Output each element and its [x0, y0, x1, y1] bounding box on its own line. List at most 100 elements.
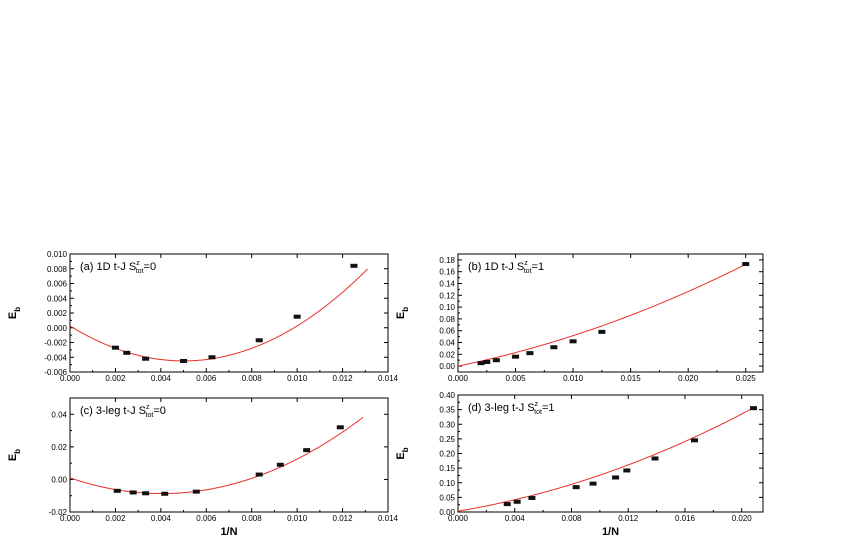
y-tick-label: 0.40	[439, 391, 455, 400]
data-point	[350, 263, 358, 268]
y-tick-label: -0.006	[44, 368, 67, 377]
y-tick-label: 0.010	[47, 250, 68, 259]
y-tick-label: 0.02	[439, 350, 455, 359]
y-tick-label: 0.20	[439, 450, 455, 459]
y-tick-label: 0.18	[439, 256, 455, 265]
data-point	[569, 339, 577, 344]
data-point	[651, 456, 659, 461]
data-point	[598, 329, 606, 334]
y-tick-label: -0.004	[44, 353, 67, 362]
x-tick-label: 0.000	[448, 514, 469, 523]
data-point	[513, 499, 521, 504]
panel-label: (d) 3-leg t-J Sz tot=1	[468, 401, 554, 416]
x-tick-label: 0.012	[618, 514, 639, 523]
x-tick-label: 0.016	[675, 514, 696, 523]
data-point	[528, 495, 536, 500]
y-tick-label: -0.02	[49, 508, 68, 517]
data-point	[477, 361, 485, 366]
x-axis-title: 1/N	[602, 526, 619, 538]
x-tick-label: 0.012	[333, 514, 354, 523]
x-tick-label: 0.000	[60, 374, 81, 383]
y-axis-title: Eb	[7, 449, 22, 461]
panel-d: 0.000 0.004 0.008 0.012 0.016 0.020 0.00 0.05 0.…	[395, 391, 764, 538]
data-point	[526, 351, 534, 356]
data-point	[483, 359, 491, 364]
y-tick-label: 0.000	[47, 324, 68, 333]
x-tick-label: 0.002	[105, 374, 126, 383]
data-point	[742, 262, 750, 267]
x-tick-label: 0.010	[287, 374, 308, 383]
y-tick-label: 0.04	[51, 410, 67, 419]
data-point	[255, 338, 263, 343]
data-point	[111, 345, 119, 350]
data-point	[623, 468, 631, 473]
fit-curve	[458, 407, 754, 512]
y-tick-label: 0.004	[47, 294, 68, 303]
y-tick-label: 0.00	[51, 475, 67, 484]
data-point	[550, 345, 558, 350]
x-tick-label: 0.010	[287, 514, 308, 523]
x-tick-label: 0.010	[563, 374, 584, 383]
data-point	[161, 491, 169, 496]
x-tick-label: 0.000	[60, 514, 81, 523]
x-tick-label: 0.014	[378, 514, 399, 523]
data-point	[492, 358, 500, 363]
panel-label: (b) 1D t-J Sz tot=1	[468, 260, 544, 275]
y-tick-label: 0.10	[439, 479, 455, 488]
y-axis-title: Eb	[395, 447, 410, 459]
data-point	[276, 462, 284, 467]
data-point	[303, 448, 311, 453]
data-point	[503, 502, 511, 507]
data-point	[336, 425, 344, 430]
y-tick-label: 0.00	[439, 508, 455, 517]
data-point	[512, 354, 520, 359]
panel-a: 0.000 0.002 0.004 0.006 0.008 0.010 0.012 0.014…	[7, 250, 399, 383]
x-tick-label: 0.012	[333, 374, 354, 383]
x-tick-label: 0.008	[242, 374, 263, 383]
x-tick-label: 0.000	[448, 374, 469, 383]
x-tick-label: 0.008	[242, 514, 263, 523]
x-tick-label: 0.008	[561, 514, 582, 523]
data-point	[612, 475, 620, 480]
data-point	[255, 472, 263, 477]
x-tick-label: 0.006	[196, 374, 217, 383]
data-point	[123, 350, 131, 355]
panel-c: 0.000 0.002 0.004 0.006 0.008 0.010 0.012 0.014…	[7, 397, 399, 538]
data-point	[293, 314, 301, 319]
y-tick-label: 0.30	[439, 420, 455, 429]
data-point	[208, 355, 216, 360]
y-axis-title: Eb	[395, 307, 410, 319]
y-axis-title: Eb	[7, 307, 22, 319]
data-point	[142, 356, 150, 361]
panel-b: 0.000 0.005 0.010 0.015 0.020 0.025 0.00 0.02 0.…	[395, 253, 764, 383]
y-tick-label: 0.15	[439, 464, 455, 473]
x-tick-label: 0.025	[736, 374, 757, 383]
x-tick-label: 0.014	[378, 374, 399, 383]
data-point	[113, 488, 121, 493]
x-tick-label: 0.002	[105, 514, 126, 523]
fit-curve	[70, 268, 368, 362]
y-tick-label: 0.06	[439, 327, 455, 336]
x-tick-label: 0.020	[732, 514, 753, 523]
data-point	[589, 481, 597, 486]
y-tick-label: 0.35	[439, 406, 455, 415]
y-tick-label: 0.14	[439, 280, 455, 289]
y-tick-label: 0.00	[439, 362, 455, 371]
y-tick-label: 0.008	[47, 265, 68, 274]
x-tick-label: 0.004	[151, 374, 172, 383]
data-point	[749, 406, 757, 411]
x-tick-label: 0.004	[151, 514, 172, 523]
data-point	[129, 490, 137, 495]
y-tick-label: 0.04	[439, 339, 455, 348]
x-axis-title: 1/N	[220, 526, 237, 538]
y-tick-label: 0.05	[439, 493, 455, 502]
y-tick-label: 0.002	[47, 309, 68, 318]
data-point	[572, 485, 580, 490]
x-tick-label: 0.004	[505, 514, 526, 523]
panel-label: (c) 3-leg t-J Sz tot=0	[80, 404, 166, 419]
fit-curve	[458, 263, 746, 367]
fit-curve	[70, 416, 364, 495]
data-point	[142, 491, 150, 496]
y-tick-label: 0.25	[439, 435, 455, 444]
